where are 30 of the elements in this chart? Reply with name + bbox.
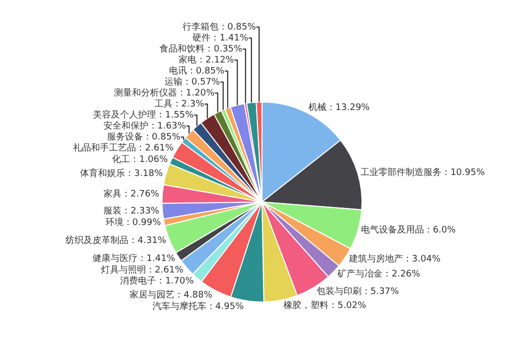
slice-label: 化工：1.06% bbox=[112, 154, 168, 166]
slice-label: 礼品和手工艺品：2.61% bbox=[73, 142, 174, 154]
slice-label: 工具：2.3% bbox=[154, 98, 205, 110]
slice-label: 食品和饮料：0.35% bbox=[160, 44, 243, 55]
slice-label: 消费电子：1.70% bbox=[120, 276, 194, 287]
slice-label: 体育和娱乐：3.18% bbox=[80, 168, 164, 180]
slice-label: 硬件：1.41% bbox=[192, 32, 249, 44]
slice-label: 服务设备：0.85% bbox=[106, 132, 181, 143]
slice-label: 汽车与摩托车：4.95% bbox=[152, 300, 244, 312]
slice-label: 测量和分析仪器：1.20% bbox=[114, 88, 215, 99]
slice-label: 电讯：0.85% bbox=[168, 66, 225, 77]
slice-label: 矿产与冶金：2.26% bbox=[336, 268, 421, 280]
slice-label: 建筑与房地产：3.04% bbox=[348, 254, 441, 265]
slice-label: 橡胶，塑料：5.02% bbox=[284, 300, 367, 312]
slice-label: 运输：0.57% bbox=[164, 76, 220, 88]
slice-label: 健康与医疗：1.41% bbox=[92, 252, 176, 264]
slice-label: 家具：2.76% bbox=[104, 188, 160, 200]
slice-label: 家居与园艺：4.88% bbox=[130, 289, 213, 300]
slice-label: 家电：2.12% bbox=[178, 54, 235, 66]
slice-label: 工业零部件制造服务：10.95% bbox=[360, 166, 486, 178]
slice-label: 服装：2.33% bbox=[104, 206, 160, 217]
slice-label: 包装与印刷：5.37% bbox=[316, 286, 400, 298]
slice-label: 电气设备及用品：6.0% bbox=[360, 224, 456, 236]
slice-label: 环境：0.99% bbox=[105, 217, 162, 228]
slice-label: 灯具与照明：2.61% bbox=[100, 264, 184, 276]
slice-label: 行李箱包：0.85% bbox=[182, 22, 256, 33]
slice-label: 纺织及皮革制品：4.31% bbox=[66, 234, 167, 246]
slice-label: 机械：13.29% bbox=[308, 102, 370, 114]
slice-label: 安全和保护：1.63% bbox=[103, 120, 186, 132]
slice-label: 美容及个人护理：1.55% bbox=[93, 110, 194, 121]
